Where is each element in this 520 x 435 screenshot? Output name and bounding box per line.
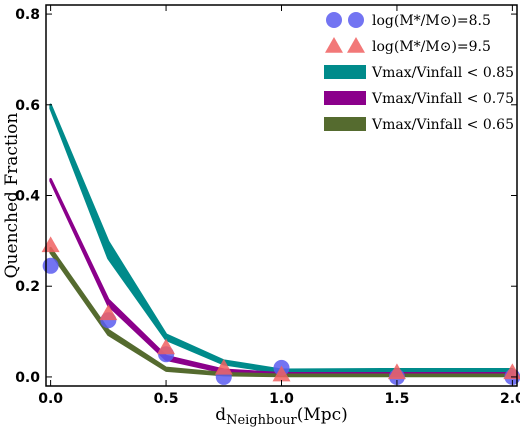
legend-marker-mass-85-b xyxy=(348,12,364,28)
point-mass-95-0 xyxy=(41,236,60,253)
point-mass-95-5 xyxy=(387,363,406,380)
legend-item-vmax-085: Vmax/Vinfall < 0.85 xyxy=(324,65,514,81)
legend-label-vmax-085: Vmax/Vinfall < 0.85 xyxy=(371,65,514,81)
point-mass-95-1 xyxy=(99,304,118,321)
point-mass-95-2 xyxy=(157,338,176,355)
x-axis-label-main: d xyxy=(215,405,226,425)
point-mass-95-4 xyxy=(272,365,291,382)
legend: log(M*/M⊙)=8.5 log(M*/M⊙)=9.5 Vmax/Vinfall… xyxy=(324,12,514,133)
legend-patch-vmax-085 xyxy=(324,65,366,79)
legend-label-vmax-065: Vmax/Vinfall < 0.65 xyxy=(371,117,514,133)
y-tick-label-4: 0.8 xyxy=(15,7,40,23)
legend-marker-mass-95-a xyxy=(325,37,343,53)
bands-layer xyxy=(49,103,514,378)
point-mass-95-3 xyxy=(214,358,233,375)
legend-patch-vmax-075 xyxy=(324,91,366,105)
band-vmax-075 xyxy=(49,177,514,377)
ticks-layer: 0.0 0.5 1.0 1.5 2.0 0.0 0.2 0.4 0.6 0.8 xyxy=(15,5,520,407)
y-tick-label-2: 0.4 xyxy=(15,189,40,205)
point-mass-85-0 xyxy=(42,257,59,274)
y-tick-label-3: 0.6 xyxy=(15,98,40,114)
legend-label-mass-85: log(M*/M⊙)=8.5 xyxy=(372,13,491,29)
y-tick-label-1: 0.2 xyxy=(15,279,40,295)
x-tick-label-1: 0.5 xyxy=(154,391,179,407)
legend-label-vmax-075: Vmax/Vinfall < 0.75 xyxy=(371,91,514,107)
legend-marker-mass-95-b xyxy=(347,37,365,53)
x-tick-label-4: 2.0 xyxy=(500,391,520,407)
legend-label-mass-95: log(M*/M⊙)=9.5 xyxy=(372,39,491,55)
x-tick-label-2: 1.0 xyxy=(269,391,294,407)
x-tick-label-0: 0.0 xyxy=(38,391,63,407)
x-axis-label: dNeighbour(Mpc) xyxy=(215,405,348,428)
legend-item-vmax-065: Vmax/Vinfall < 0.65 xyxy=(324,117,514,133)
legend-item-mass-85: log(M*/M⊙)=8.5 xyxy=(326,12,491,29)
x-axis-label-sub: Neighbour xyxy=(226,413,297,428)
legend-patch-vmax-065 xyxy=(324,117,366,131)
band-vmax-085 xyxy=(49,103,514,375)
point-mass-95-6 xyxy=(503,363,520,380)
plot-frame xyxy=(45,4,518,387)
legend-item-mass-95: log(M*/M⊙)=9.5 xyxy=(325,37,491,55)
legend-marker-mass-85-a xyxy=(326,12,342,28)
y-axis-label: Quenched Fraction xyxy=(2,113,22,279)
legend-item-vmax-075: Vmax/Vinfall < 0.75 xyxy=(324,91,514,107)
y-tick-label-0: 0.0 xyxy=(15,370,40,386)
x-tick-label-3: 1.5 xyxy=(385,391,410,407)
x-axis-label-tail: (Mpc) xyxy=(297,405,348,425)
